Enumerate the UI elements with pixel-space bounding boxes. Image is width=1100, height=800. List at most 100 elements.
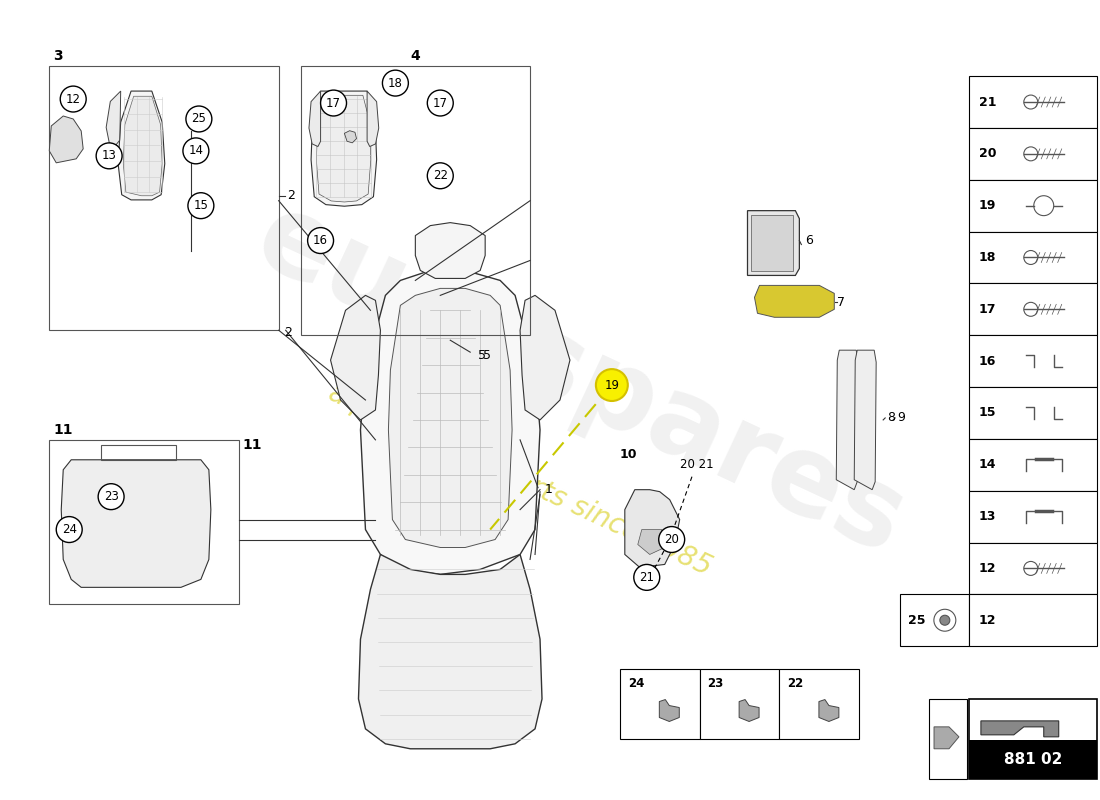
Polygon shape: [855, 350, 877, 490]
Text: 23: 23: [103, 490, 119, 503]
Text: 5: 5: [478, 349, 486, 362]
Text: 7: 7: [837, 296, 845, 309]
Circle shape: [939, 615, 949, 626]
Circle shape: [659, 526, 684, 553]
Bar: [900, 594, 969, 646]
Text: 4: 4: [410, 49, 420, 63]
Polygon shape: [520, 295, 570, 420]
Text: 24: 24: [62, 523, 77, 536]
Polygon shape: [359, 554, 542, 749]
Text: 1: 1: [544, 483, 553, 496]
Text: 15: 15: [194, 199, 208, 212]
Text: 20 21: 20 21: [680, 458, 713, 471]
Text: 20: 20: [979, 147, 997, 160]
Text: 19: 19: [604, 378, 619, 391]
Bar: [930, 699, 967, 778]
Text: 12: 12: [66, 93, 80, 106]
Bar: [700, 669, 780, 739]
Polygon shape: [739, 699, 759, 722]
Text: eurospares: eurospares: [239, 183, 921, 577]
Circle shape: [427, 163, 453, 189]
Text: 11: 11: [53, 423, 73, 437]
Bar: [969, 542, 1097, 594]
Circle shape: [634, 565, 660, 590]
Circle shape: [308, 228, 333, 254]
Bar: [619, 669, 700, 739]
Text: 9: 9: [898, 411, 905, 425]
Circle shape: [60, 86, 86, 112]
Text: 20: 20: [664, 533, 679, 546]
Bar: [969, 741, 1097, 778]
Text: 12: 12: [979, 562, 997, 575]
Circle shape: [596, 369, 628, 401]
Polygon shape: [123, 96, 162, 196]
Polygon shape: [309, 91, 320, 146]
Text: 14: 14: [979, 458, 997, 471]
Text: a passion for parts since 1985: a passion for parts since 1985: [324, 378, 716, 581]
Text: 2: 2: [284, 326, 292, 338]
Text: 17: 17: [979, 303, 997, 316]
Polygon shape: [62, 460, 211, 587]
Polygon shape: [751, 214, 793, 271]
Bar: [969, 490, 1097, 542]
Polygon shape: [344, 130, 356, 143]
Text: 13: 13: [101, 150, 117, 162]
Polygon shape: [659, 699, 680, 722]
Polygon shape: [755, 286, 834, 318]
Polygon shape: [118, 91, 165, 200]
Text: 21: 21: [639, 571, 654, 584]
Text: 24: 24: [628, 677, 645, 690]
Text: 18: 18: [979, 251, 997, 264]
Text: 881 02: 881 02: [1003, 752, 1062, 767]
Polygon shape: [638, 530, 664, 554]
Bar: [780, 669, 859, 739]
Bar: [969, 594, 1097, 646]
Text: 17: 17: [326, 97, 341, 110]
Bar: [969, 231, 1097, 283]
Text: 2: 2: [287, 190, 295, 202]
Polygon shape: [311, 91, 376, 206]
Polygon shape: [50, 116, 84, 163]
Polygon shape: [331, 295, 381, 420]
Polygon shape: [818, 699, 839, 722]
Circle shape: [183, 138, 209, 164]
Text: 10: 10: [619, 448, 637, 462]
Polygon shape: [388, 288, 513, 547]
Text: 14: 14: [188, 144, 204, 158]
Text: 17: 17: [432, 97, 448, 110]
Bar: [969, 283, 1097, 335]
Text: 6: 6: [805, 234, 813, 247]
Circle shape: [98, 484, 124, 510]
Polygon shape: [317, 95, 371, 202]
Bar: [969, 387, 1097, 439]
Circle shape: [56, 517, 82, 542]
Text: 23: 23: [707, 677, 724, 690]
Circle shape: [188, 193, 213, 218]
Polygon shape: [934, 727, 959, 749]
Polygon shape: [416, 222, 485, 278]
Text: 16: 16: [979, 354, 997, 368]
Text: 22: 22: [432, 170, 448, 182]
Bar: [969, 335, 1097, 387]
Text: 25: 25: [191, 113, 207, 126]
Circle shape: [427, 90, 453, 116]
Text: 16: 16: [314, 234, 328, 247]
Polygon shape: [625, 490, 680, 567]
Polygon shape: [107, 91, 121, 146]
Circle shape: [320, 90, 346, 116]
Bar: [969, 699, 1097, 778]
Bar: [50, 66, 278, 330]
Text: 8: 8: [887, 411, 895, 425]
Circle shape: [96, 143, 122, 169]
Polygon shape: [748, 210, 800, 275]
Text: 3: 3: [53, 49, 63, 63]
Text: 22: 22: [788, 677, 804, 690]
Text: 5: 5: [483, 349, 492, 362]
Text: 19: 19: [979, 199, 997, 212]
Text: 15: 15: [979, 406, 997, 419]
Text: 13: 13: [979, 510, 997, 523]
Polygon shape: [981, 721, 1058, 737]
Bar: [969, 180, 1097, 231]
Text: 25: 25: [909, 614, 925, 626]
Bar: [969, 128, 1097, 180]
